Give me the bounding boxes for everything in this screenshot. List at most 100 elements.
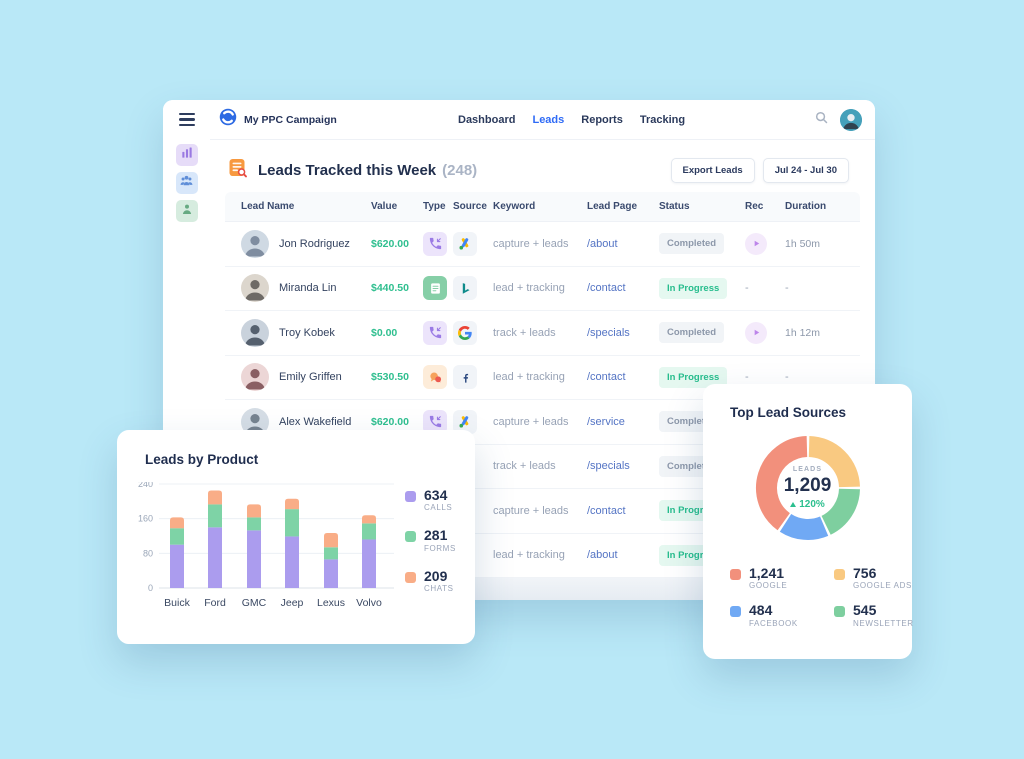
legend-swatch-icon [405, 531, 416, 543]
nav-item-reports[interactable]: Reports [581, 113, 623, 126]
duration-empty: - [785, 371, 789, 384]
table-row[interactable]: Jon Rodriguez $620.00 capture + leads/abou… [225, 222, 860, 267]
nav-item-dashboard[interactable]: Dashboard [458, 113, 516, 126]
svg-text:GMC: GMC [242, 597, 267, 609]
table-header-row: Lead Name Value Type Source Keyword Lead Page… [225, 192, 860, 222]
svg-text:160: 160 [138, 514, 153, 524]
donut-chart: LEADS 1,209 120% [750, 430, 866, 546]
sidebar-item-analytics[interactable] [175, 144, 198, 166]
lead-value: $0.00 [371, 326, 398, 339]
legend-item-calls: 634 CALLS [405, 487, 456, 512]
type-call-icon [423, 409, 447, 434]
table-row[interactable]: Miranda Lin $440.50 lead + tracking/contac… [225, 266, 860, 311]
svg-text:0: 0 [148, 583, 153, 593]
lead-page-link[interactable]: /contact [587, 504, 626, 517]
legend-item-chats: 209 CHATS [405, 568, 456, 593]
app-title: My PPC Campaign [244, 113, 337, 126]
top-navigation-bar: My PPC Campaign Dashboard Leads Reports Tra… [210, 100, 875, 140]
sidebar-item-contact[interactable] [175, 200, 198, 222]
lead-page-link[interactable]: /specials [587, 326, 630, 339]
type-call-icon [423, 320, 447, 345]
person-icon [180, 202, 194, 221]
lead-page-link[interactable]: /contact [587, 282, 626, 295]
lead-name: Emily Griffen [279, 371, 342, 384]
lead-keyword: track + leads [493, 460, 556, 473]
date-range-button[interactable]: Jul 24 - Jul 30 [762, 157, 849, 183]
lead-page-link[interactable]: /about [587, 237, 618, 250]
svg-text:Lexus: Lexus [317, 597, 345, 609]
lead-keyword: track + leads [493, 326, 556, 339]
lead-name: Jon Rodriguez [279, 237, 350, 250]
column-header-lead-name: Lead Name [241, 201, 295, 212]
lead-name: Troy Kobek [279, 326, 335, 339]
bar-chart-icon [180, 146, 194, 165]
type-form-icon [423, 276, 447, 301]
page-toolbar: Leads Tracked this Week (248) Export Lea… [228, 155, 849, 185]
type-chat-icon [423, 365, 447, 390]
source-google-ads-icon [453, 409, 477, 434]
column-header-duration: Duration [785, 201, 827, 212]
lead-page-link[interactable]: /service [587, 415, 625, 428]
nav-item-leads[interactable]: Leads [532, 113, 565, 126]
donut-center-delta: 120% [790, 499, 825, 510]
duration: 1h 50m [785, 237, 821, 250]
legend-swatch-icon [405, 571, 416, 583]
source-legend-item-google-ads: 756 GOOGLE ADS [834, 565, 914, 590]
brand: My PPC Campaign [219, 108, 337, 131]
menu-icon[interactable] [178, 113, 195, 126]
lead-keyword: capture + leads [493, 504, 569, 517]
lead-keyword: lead + tracking [493, 282, 565, 295]
donut-center-label: LEADS [792, 466, 823, 473]
lead-value: $530.50 [371, 371, 409, 384]
svg-text:Buick: Buick [164, 597, 190, 609]
lead-page-link[interactable]: /about [587, 549, 618, 562]
duration-empty: - [785, 282, 789, 295]
lead-page-link[interactable]: /contact [587, 371, 626, 384]
lead-value: $620.00 [371, 237, 409, 250]
search-icon[interactable] [814, 110, 829, 130]
donut-center: LEADS 1,209 120% [750, 430, 866, 546]
play-recording-button[interactable] [745, 232, 767, 255]
lead-avatar [241, 274, 269, 303]
source-legend-item-newsletter: 545 NEWSLETTER [834, 602, 914, 628]
svg-text:Ford: Ford [204, 597, 226, 609]
source-google-icon [453, 320, 477, 345]
source-legend-item-facebook: 484 FACEBOOK [730, 602, 834, 628]
legend-item-forms: 281 FORMS [405, 527, 456, 553]
legend-swatch-icon [834, 569, 845, 580]
column-header-status: Status [659, 201, 690, 212]
status-badge: Completed [659, 322, 725, 344]
page-title: Leads Tracked this Week [258, 161, 437, 179]
bar-chart-legend: 634 CALLS 281 FORMS 209 CHATS [405, 487, 456, 593]
svg-text:80: 80 [143, 548, 153, 558]
source-bing-icon [453, 276, 477, 301]
export-leads-button[interactable]: Export Leads [670, 157, 755, 183]
lead-avatar [241, 363, 269, 392]
rec-empty: - [745, 282, 749, 295]
lead-page-link[interactable]: /specials [587, 460, 630, 473]
sidebar-item-team[interactable] [175, 172, 198, 194]
lead-keyword: capture + leads [493, 415, 569, 428]
lead-keyword: lead + tracking [493, 549, 565, 562]
lead-avatar [241, 229, 269, 258]
play-recording-button[interactable] [745, 321, 767, 344]
source-legend-item-google: 1,241 GOOGLE [730, 565, 834, 590]
people-icon [179, 173, 194, 193]
type-call-icon [423, 231, 447, 256]
column-header-source: Source [453, 201, 487, 212]
rec-empty: - [745, 371, 749, 384]
leads-by-product-card: Leads by Product 240 160 80 0 Buick Ford GMC Je… [117, 430, 475, 644]
source-google-ads-icon [453, 231, 477, 256]
svg-text:Volvo: Volvo [356, 597, 382, 609]
nav-item-tracking[interactable]: Tracking [639, 113, 686, 126]
table-row[interactable]: Troy Kobek $0.00 track + leads/specials Com… [225, 311, 860, 356]
lead-name: Miranda Lin [279, 282, 337, 295]
legend-swatch-icon [405, 491, 416, 502]
user-avatar[interactable] [840, 108, 862, 131]
legend-swatch-icon [730, 606, 741, 618]
lead-keyword: capture + leads [493, 237, 569, 250]
donut-chart-title: Top Lead Sources [730, 405, 847, 420]
duration: 1h 12m [785, 326, 821, 339]
status-badge: In Progress [659, 277, 728, 299]
